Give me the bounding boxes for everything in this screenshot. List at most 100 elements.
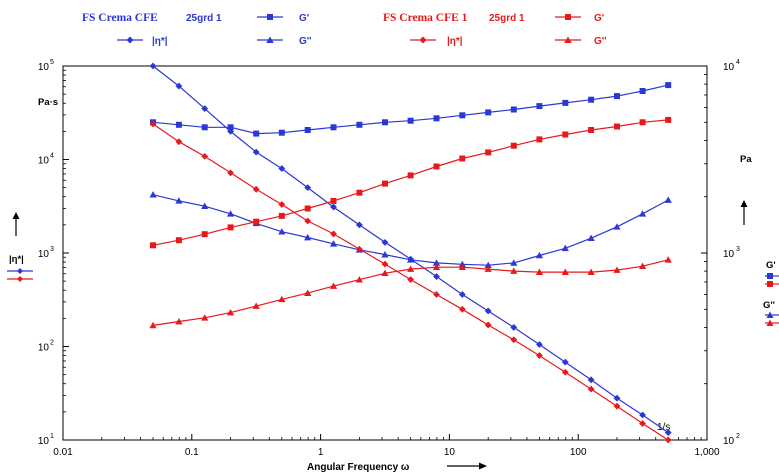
- data-point: [485, 149, 492, 156]
- x-tick-label: 100: [570, 447, 587, 458]
- series-fs-crema-cfe-g-prime: [150, 82, 672, 137]
- data-point: [458, 291, 466, 298]
- data-point: [639, 411, 646, 419]
- data-point: [665, 116, 672, 123]
- legend-key-1-eta: |η*|: [117, 36, 168, 47]
- data-point: [175, 138, 183, 146]
- data-point: [639, 420, 646, 427]
- series-fs-crema-cfe-1-eta: [149, 120, 672, 444]
- left-tick-label-exp: 5: [50, 59, 54, 66]
- data-point: [304, 184, 312, 192]
- right-tick-label-base: 10: [723, 436, 735, 447]
- data-point: [175, 82, 183, 90]
- data-point: [304, 233, 312, 241]
- data-point: [614, 93, 620, 100]
- data-point: [407, 117, 414, 124]
- data-point: [536, 136, 543, 143]
- data-point: [253, 218, 260, 225]
- legend-label-2-gp: G': [594, 13, 604, 24]
- legend-key-2-gp: G': [555, 13, 604, 24]
- data-point: [510, 267, 518, 274]
- right-axis-label-gpp: G'': [763, 300, 775, 311]
- data-point: [510, 324, 518, 331]
- right-arrow-icon: [479, 462, 487, 470]
- legend-label-1-gpp: G'': [299, 36, 312, 47]
- data-point: [175, 197, 183, 204]
- data-point: [587, 234, 595, 241]
- data-point: [432, 259, 441, 266]
- data-point: [664, 196, 672, 203]
- data-point: [329, 282, 338, 289]
- legend-sample-1: FS Crema CFE: [82, 12, 158, 24]
- data-point: [201, 124, 208, 131]
- data-point: [278, 295, 286, 303]
- data-point: [175, 237, 182, 244]
- x-tick-label: 1,000: [694, 447, 719, 458]
- data-point: [613, 402, 621, 410]
- data-point: [613, 394, 621, 402]
- left-tick-label-base: 10: [38, 343, 50, 354]
- data-point: [458, 305, 466, 313]
- data-point: [381, 260, 389, 268]
- data-point: [459, 155, 466, 162]
- data-point: [407, 265, 415, 272]
- data-point: [639, 119, 646, 126]
- data-point: [304, 289, 312, 296]
- data-point: [664, 429, 672, 436]
- data-point: [330, 197, 337, 204]
- data-point: [381, 269, 389, 276]
- data-point: [149, 120, 157, 128]
- data-point: [561, 268, 569, 275]
- x-tick-label: 1: [318, 447, 324, 458]
- data-point: [330, 124, 337, 131]
- data-point: [484, 321, 492, 329]
- data-point: [510, 142, 517, 149]
- left-tick-label-base: 10: [38, 156, 50, 167]
- data-point: [484, 307, 492, 315]
- data-point: [278, 212, 285, 219]
- right-tick-label-exp: 4: [736, 59, 740, 66]
- left-tick-label-exp: 4: [50, 153, 54, 160]
- legend-key-1-gp: G': [257, 13, 309, 24]
- data-point: [639, 88, 646, 94]
- data-point: [510, 336, 518, 344]
- right-axis-label-gp: G': [766, 260, 776, 271]
- data-point: [562, 99, 569, 106]
- right-tick-label-exp: 2: [736, 433, 740, 440]
- left-tick-label-exp: 3: [50, 246, 54, 253]
- data-point: [304, 127, 311, 133]
- data-point: [227, 169, 234, 177]
- data-point: [535, 268, 544, 275]
- data-point: [252, 302, 260, 309]
- data-point: [614, 123, 620, 130]
- data-point: [407, 276, 415, 283]
- data-point: [356, 121, 363, 128]
- legend-sample-2: FS Crema CFE 1: [383, 12, 468, 24]
- data-point: [381, 251, 389, 258]
- legend-label-1-eta: |η*|: [152, 36, 168, 47]
- data-point: [561, 244, 569, 252]
- x-tick-label: 0.1: [185, 447, 199, 458]
- legend-temp-1: 25grd 1: [186, 13, 222, 24]
- right-axis-legend: G' G'': [740, 200, 779, 326]
- data-point: [330, 230, 337, 238]
- legend-label-2-gpp: G'': [594, 36, 607, 47]
- data-point: [252, 148, 260, 156]
- right-tick-label-base: 10: [723, 249, 735, 260]
- data-point: [587, 376, 595, 384]
- legend: FS Crema CFE 25grd 1 G' |η*| G'' FS Crem…: [82, 12, 607, 47]
- legend-key-1-gpp: G'': [257, 36, 312, 47]
- series-fs-crema-cfe-1-g-prime: [150, 116, 672, 249]
- data-point: [665, 82, 672, 89]
- data-point: [175, 121, 182, 128]
- x-tick-label: 0.01: [53, 447, 73, 458]
- right-tick-label-exp: 3: [736, 246, 740, 253]
- data-point: [561, 358, 569, 366]
- data-point: [226, 309, 235, 316]
- data-point: [278, 201, 286, 208]
- data-point: [304, 205, 311, 212]
- data-point: [561, 368, 569, 376]
